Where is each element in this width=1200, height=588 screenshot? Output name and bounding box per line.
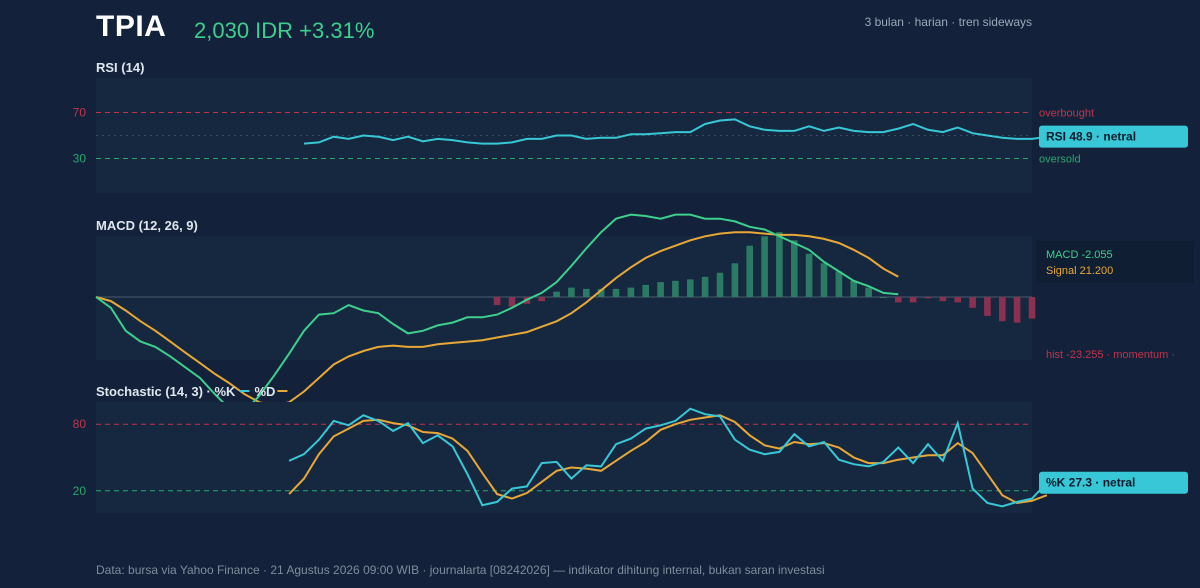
stochastic-panel: Stochastic (14, 3) · %K %D 80 20 %K 27.3 · n… [73,384,1188,513]
macd-histogram-bar [805,253,813,297]
stochastic-tick-label: 80 [73,417,87,431]
d-legend-label: %D [254,384,275,399]
macd-histogram-bar [493,297,501,306]
macd-legend-label: MACD -2.055 [1046,249,1113,261]
macd-histogram-bar [701,276,709,298]
chart-subtitle: 3 bulan · harian · tren sideways [864,15,1032,29]
rsi-tick-label: 30 [73,152,87,166]
stochastic-plot-area [96,402,1032,513]
rsi-line [303,118,1048,145]
macd-histogram-bar [657,282,664,297]
stochastic-value-label: %K 27.3 · netral [1046,476,1135,490]
macd-panel: MACD (12, 26, 9) MACD -2.055 Signal 21.200… [95,213,1194,413]
macd-histogram-bar [716,272,724,297]
signal-line [95,231,899,407]
macd-histogram-bar [850,280,857,297]
stochastic-tick-label: 20 [73,484,87,498]
macd-histogram-bar [776,232,783,297]
macd-histogram-bar [865,287,872,298]
signal-legend-label: Signal 21.200 [1046,265,1113,277]
macd-histogram-bar [791,240,798,297]
rsi-level-label: oversold [1039,154,1081,166]
macd-histogram-bar [954,297,961,303]
macd-histogram-bar [627,287,635,298]
macd-histogram-bar [969,297,976,308]
ticker-symbol: TPIA [96,10,167,43]
histogram-label: hist -23.255 · momentum · [1046,349,1175,361]
macd-histogram-bar [583,288,590,297]
rsi-value-label: RSI 48.9 · netral [1046,130,1136,144]
macd-histogram-bar [909,297,917,303]
rsi-title: RSI (14) [96,60,144,75]
macd-histogram-bar [568,287,575,298]
macd-histogram-bar [820,263,828,298]
rsi-value-badge [1039,125,1188,148]
macd-histogram-bar [761,236,768,298]
macd-histogram-bar [508,297,516,307]
macd-histogram-bar [538,297,545,302]
stochastic-k-line [288,407,1048,508]
macd-histogram-bar [597,288,605,297]
macd-histogram-bar [939,297,947,302]
indicator-charts: RSI (14) overbought oversold 70 30 RSI 48.9 ·… [72,60,1194,513]
macd-histogram-bar [999,297,1006,322]
macd-histogram-bar [880,297,887,298]
macd-legend-box [1036,241,1194,283]
stochastic-value-badge [1039,471,1188,494]
macd-histogram-bar [672,280,679,297]
macd-histogram-bar [895,297,902,303]
macd-histogram-bar [642,284,649,298]
macd-histogram-bar [1013,297,1021,323]
macd-histogram-bar [984,297,991,316]
macd-plot-area [96,236,1032,360]
macd-title: MACD (12, 26, 9) [96,218,198,233]
macd-histogram-bar [731,263,739,298]
rsi-tick-label: 70 [73,106,87,120]
macd-histogram-bar [687,279,694,297]
stochastic-d-line [288,414,1048,505]
footer-source: Data: bursa via Yahoo Finance · 21 Agust… [96,563,825,577]
stochastic-title: Stochastic (14, 3) · %K [96,384,236,399]
macd-histogram-bar [835,271,843,298]
rsi-panel: RSI (14) overbought oversold 70 30 RSI 48.9 ·… [73,60,1188,193]
macd-histogram-bar [612,288,620,297]
macd-histogram-bar [746,245,753,297]
price-change: 2,030 IDR +3.31% [194,18,375,43]
macd-histogram-bar [924,297,932,299]
macd-histogram-bar [1028,297,1036,319]
macd-histogram-bar [553,291,560,297]
rsi-level-label: overbought [1039,108,1094,120]
